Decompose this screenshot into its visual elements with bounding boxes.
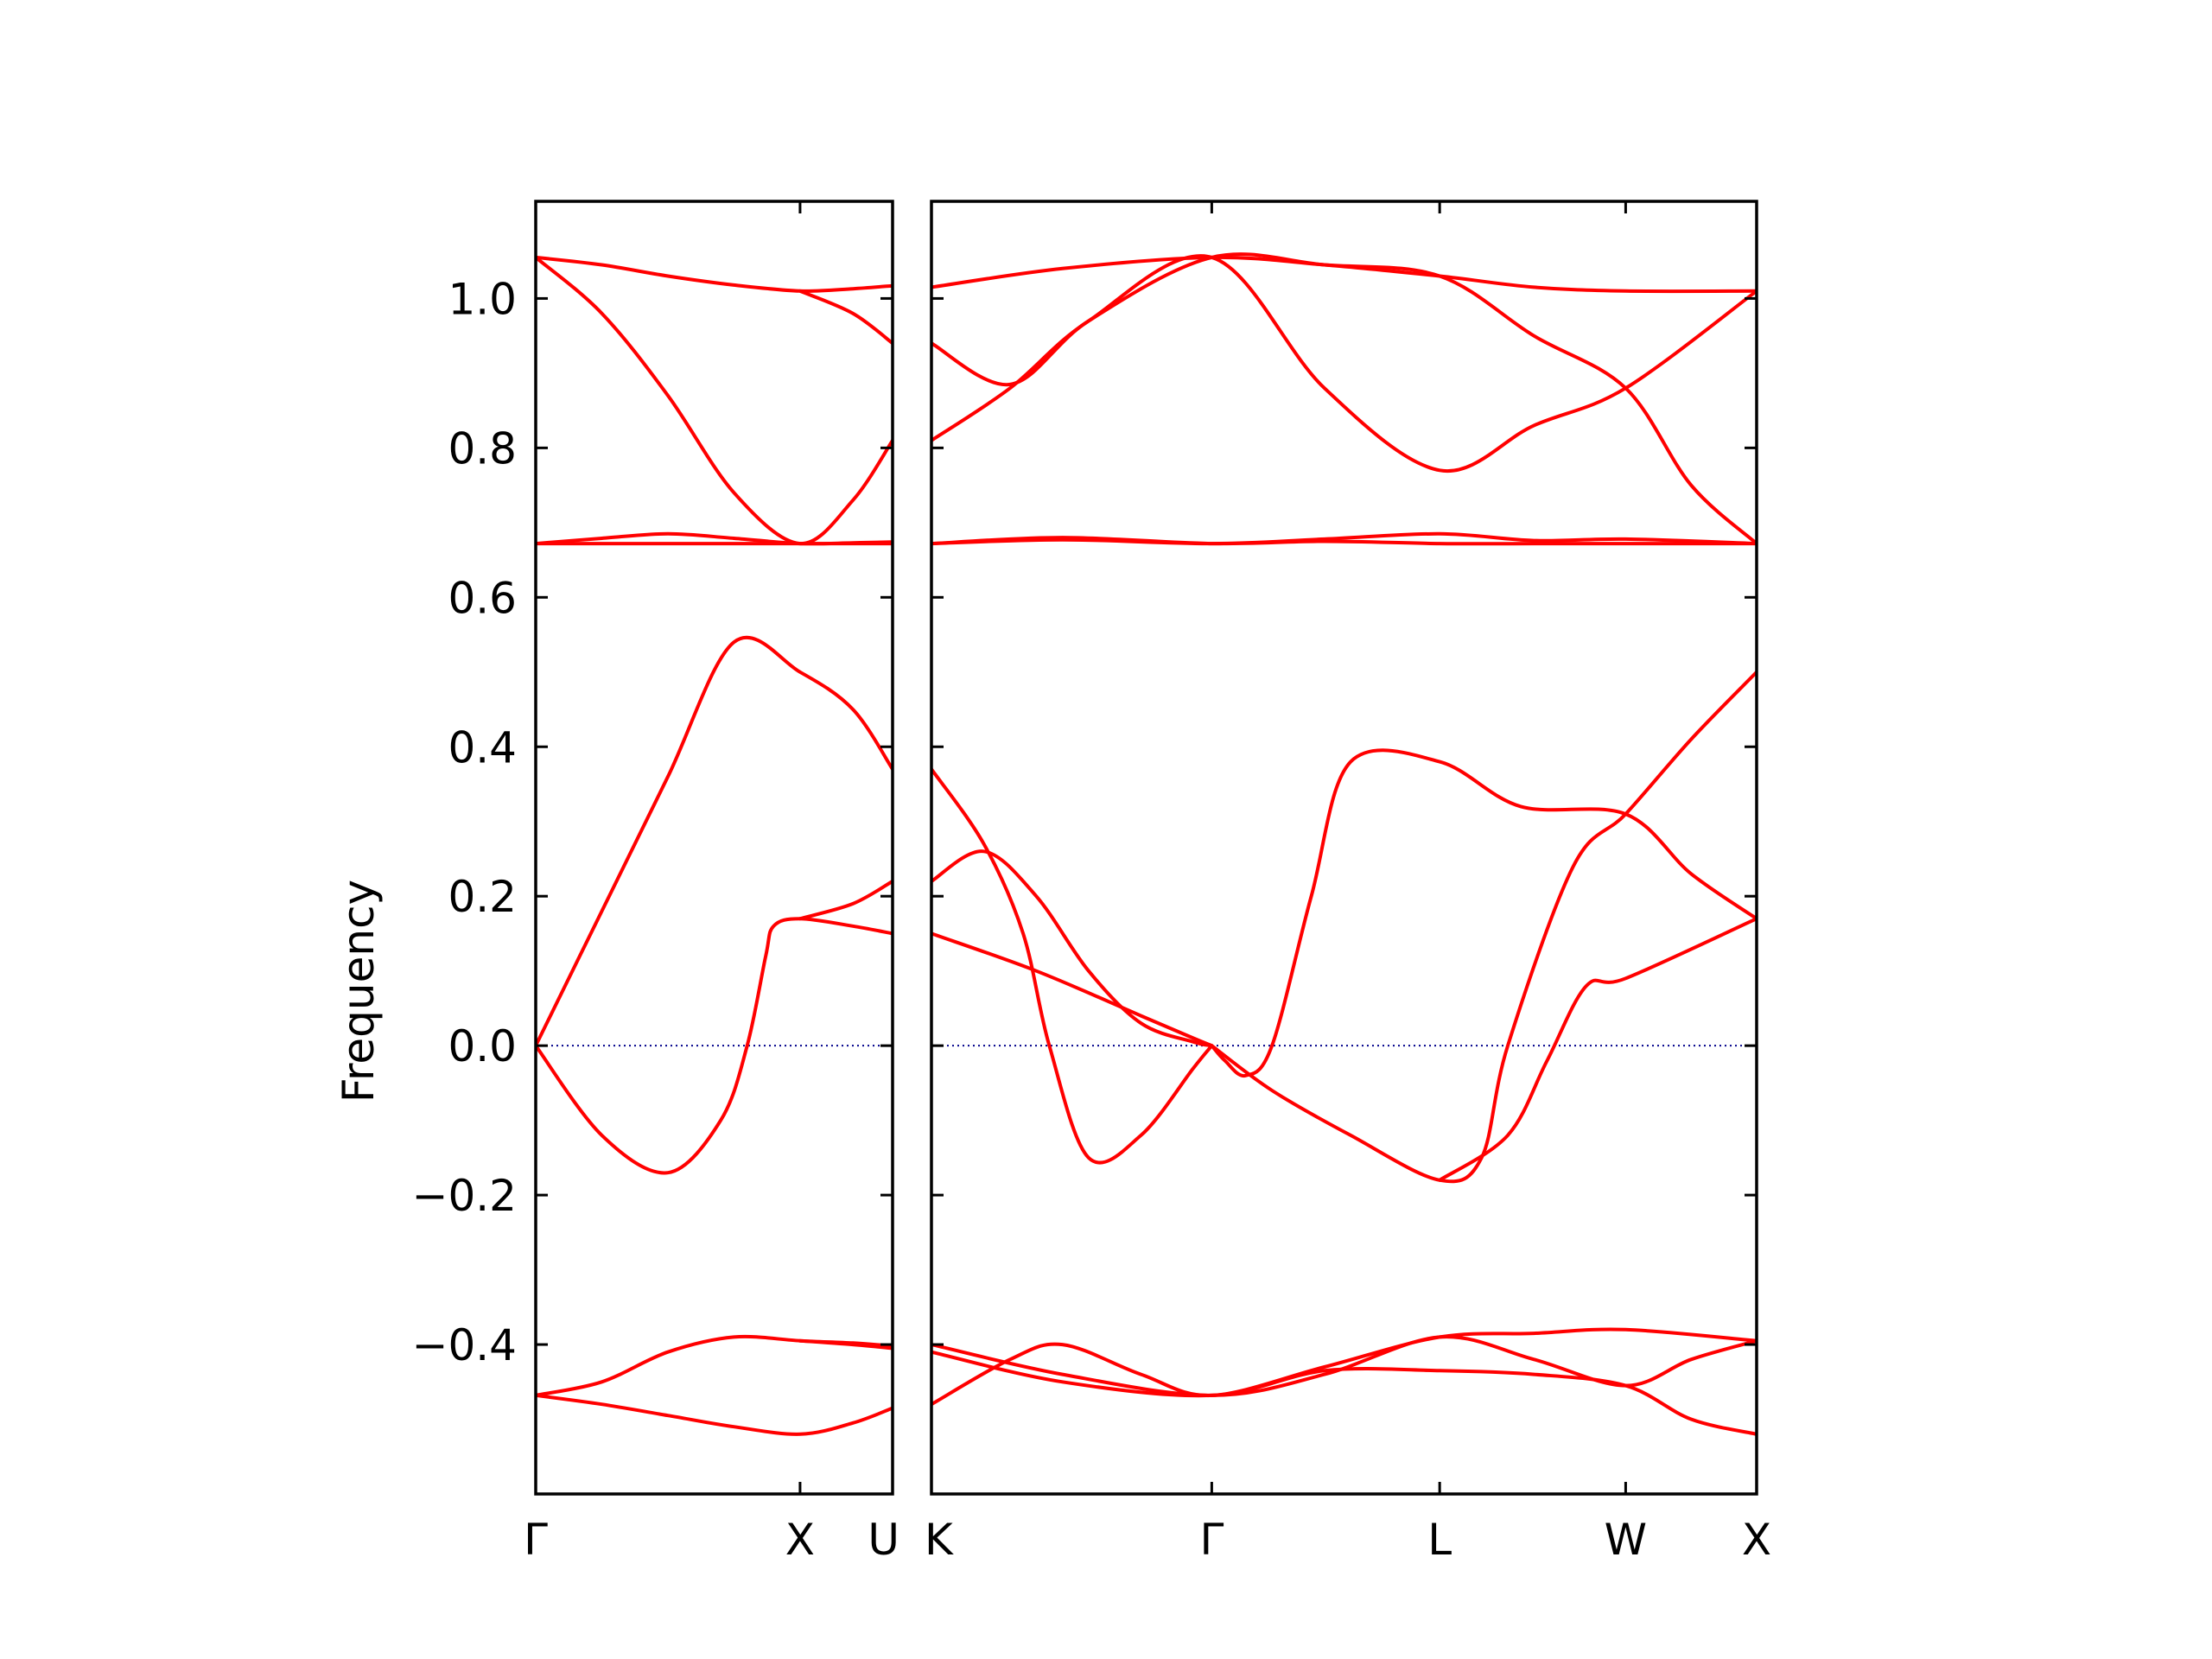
band-line — [931, 536, 1757, 546]
band-line — [536, 255, 893, 293]
band-line — [536, 255, 893, 546]
band-line — [931, 1350, 1757, 1436]
band-line — [536, 917, 893, 1175]
left-panel: 1.0 0.8 0.6 0.4 0.2 0.0 −0.2 −0.4 Γ X U — [412, 200, 899, 1565]
panel-frame — [534, 200, 894, 1496]
y-tick-label: 0.0 — [448, 1021, 517, 1071]
band-line — [536, 635, 893, 1048]
band-line — [931, 252, 1757, 546]
x-tick-label: K — [925, 1515, 954, 1565]
y-axis-label: Frequency — [334, 880, 384, 1103]
band-line — [1210, 748, 1757, 1078]
band-line — [931, 931, 1214, 1048]
band-line — [1210, 670, 1757, 1184]
band-line — [931, 767, 1214, 1165]
band-line — [1438, 917, 1757, 1182]
y-tick-label: 1.0 — [448, 274, 517, 324]
band-line — [931, 255, 1757, 294]
band-line — [931, 531, 1757, 546]
y-tick-label: 0.6 — [448, 573, 517, 623]
x-tick-label: Γ — [524, 1515, 548, 1565]
band-line — [798, 1338, 893, 1351]
bands-group — [536, 255, 893, 1436]
y-tick-label: 0.4 — [448, 722, 517, 772]
y-tick-label: −0.4 — [412, 1320, 517, 1370]
y-tick-label: 0.2 — [448, 872, 517, 922]
x-tick-label: W — [1605, 1515, 1647, 1565]
x-tick-label: X — [1742, 1515, 1771, 1565]
panel-frame — [930, 200, 1758, 1496]
x-tick-label: X — [785, 1515, 815, 1565]
band-line — [536, 1393, 893, 1436]
x-tick-label: Γ — [1199, 1515, 1224, 1565]
band-line — [931, 254, 1757, 474]
band-line — [931, 849, 1214, 1048]
x-tick-label: U — [868, 1515, 899, 1565]
y-tick-label: −0.2 — [412, 1171, 517, 1221]
band-line — [798, 289, 893, 346]
bands-group — [931, 252, 1757, 1436]
y-tick-label: 0.8 — [448, 423, 517, 474]
band-line — [931, 1335, 1757, 1397]
x-tick-label: L — [1427, 1515, 1452, 1565]
band-line — [798, 879, 893, 921]
band-line — [536, 1334, 893, 1397]
